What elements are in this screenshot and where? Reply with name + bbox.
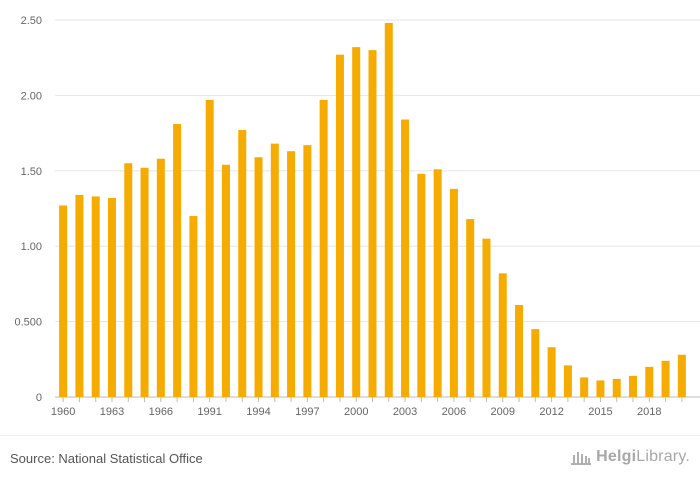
bar-1965 (140, 167, 149, 397)
x-tick-label: 2018 (637, 406, 661, 418)
bar-1992 (221, 164, 230, 397)
x-tick-label: 1960 (51, 406, 75, 418)
library-building-icon (571, 452, 592, 465)
bar-2002 (384, 23, 393, 398)
bar-1995 (270, 143, 279, 397)
bar-2009 (498, 273, 507, 397)
bar-2014 (580, 377, 589, 397)
bar-2012 (547, 347, 556, 397)
x-tick-label: 2000 (344, 406, 368, 418)
y-tick-label: 0.500 (14, 317, 42, 329)
helgilibrary-logo[interactable]: HelgiLibrary. (570, 448, 690, 466)
x-tick-label: 2015 (588, 406, 612, 418)
y-tick-label: 1.00 (21, 241, 42, 253)
bar-1997 (303, 145, 312, 397)
x-tick-label: 1994 (246, 406, 270, 418)
y-tick-label: 1.50 (21, 166, 42, 178)
bar-2010 (515, 305, 524, 397)
y-tick-label: 0 (36, 392, 42, 404)
bar-1966 (156, 158, 165, 397)
chart-area: 0 0.500 1.00 1.50 2.00 2.50 1960 1963 1966 1991 19… (14, 15, 700, 418)
bar-2008 (482, 238, 491, 397)
bar-2011 (531, 329, 540, 397)
source-note: Source: National Statistical Office (10, 451, 203, 466)
x-tick-label: 1963 (100, 406, 124, 418)
x-tick-label: 2009 (491, 406, 515, 418)
bar-2003 (401, 119, 410, 397)
bar-1962 (91, 196, 100, 397)
bar-2001 (368, 50, 377, 397)
bar-2007 (466, 219, 475, 397)
footer-divider (0, 435, 700, 436)
bar-2019 (661, 360, 670, 397)
bar-2016 (612, 378, 621, 397)
x-tick-label: 1966 (149, 406, 173, 418)
bar-1996 (287, 151, 296, 397)
logo-text-rest: Library. (636, 448, 690, 465)
bar-1960 (59, 205, 68, 397)
bar-1967 (173, 124, 182, 397)
bar-1961 (75, 194, 84, 397)
bar-1991 (205, 99, 214, 397)
x-tick-label: 2003 (393, 406, 417, 418)
bar-2000 (352, 47, 361, 397)
bar-chart: 0 0.500 1.00 1.50 2.00 2.50 1960 1963 1966 1991 19… (14, 15, 700, 418)
bar-1999 (335, 54, 344, 398)
x-tick-label: 2006 (442, 406, 466, 418)
bar-1964 (124, 163, 133, 397)
bar-1994 (254, 157, 263, 397)
bar-2013 (563, 365, 572, 397)
bar-2005 (433, 169, 442, 397)
bar-2006 (449, 188, 458, 397)
bar-2018 (645, 366, 654, 397)
logo-text-bold: Helgi (596, 448, 637, 465)
bar-2020 (677, 354, 686, 397)
bar-1993 (238, 130, 247, 398)
x-tick-label: 2012 (539, 406, 563, 418)
bar-2017 (629, 375, 638, 397)
bar-2004 (417, 173, 426, 397)
bar-2015 (596, 380, 605, 397)
bar-1968 (189, 216, 198, 397)
y-tick-label: 2.00 (21, 90, 42, 102)
x-tick-label: 1997 (295, 406, 319, 418)
logo-text: HelgiLibrary. (596, 448, 690, 466)
bar-1998 (319, 99, 328, 397)
x-tick-label: 1991 (197, 406, 221, 418)
bar-1963 (107, 197, 116, 397)
y-tick-label: 2.50 (21, 15, 42, 27)
